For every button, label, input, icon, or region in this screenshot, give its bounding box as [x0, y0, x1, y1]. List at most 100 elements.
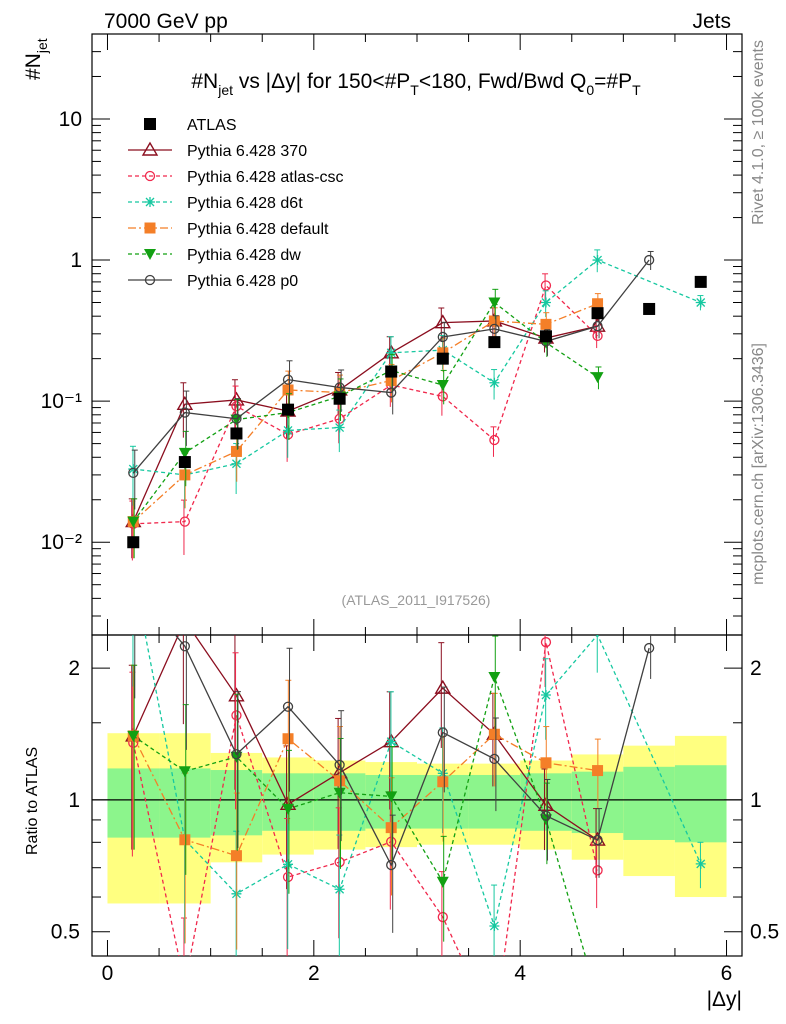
- side-labels: Rivet 4.1.0, ≥ 100k events mcplots.cern.…: [750, 40, 767, 585]
- x-tick-label: 6: [721, 962, 733, 985]
- ratio-series-point: [540, 637, 552, 648]
- series-Pythia 6.428 p0: [128, 250, 655, 510]
- mcplots-label: mcplots.cern.ch [arXiv:1306.3436]: [750, 343, 767, 585]
- legend-marker: [141, 141, 159, 156]
- data-point: [643, 302, 656, 315]
- ratio-tick-label-left: 1: [68, 789, 80, 812]
- axes: 0 2 4 6 10 1 10⁻¹ 10⁻² 2 2 1 1 0.5 0.5: [41, 33, 779, 985]
- header-energy-label: 7000 GeV pp: [104, 10, 228, 33]
- legend-marker: [144, 170, 156, 182]
- band-inner: [674, 765, 727, 843]
- ratio-series-point: [537, 796, 555, 811]
- ratio-series-point: [540, 757, 552, 769]
- legend-entry-atlas: ATLAS: [144, 117, 237, 134]
- ratio-tick-label-left: 0.5: [51, 921, 80, 944]
- ratio-series-point: [488, 728, 500, 740]
- ratio-series-point: [231, 710, 242, 721]
- header-category-label: Jets: [692, 10, 731, 33]
- x-tick-label: 4: [514, 962, 526, 985]
- ratio-series-point: [643, 642, 655, 654]
- ratio-plot-marks: [125, 635, 706, 956]
- y-tick-label: 1: [70, 249, 82, 272]
- ratio-series-Pythia 6.428 atlas-csc: [128, 635, 603, 956]
- series-point: [127, 516, 140, 528]
- ratio-series-line: [132, 642, 599, 956]
- ratio-series-Pythia 6.428 p0: [134, 635, 655, 933]
- ratio-series-point: [228, 687, 245, 702]
- legend-marker: [144, 118, 156, 130]
- ratio-series-point: [230, 850, 242, 862]
- ratio-series-point: [592, 765, 604, 777]
- ratio-series-point: [333, 787, 346, 799]
- series-point: [128, 467, 139, 479]
- ratio-series-point: [282, 701, 294, 712]
- data-point: [436, 352, 449, 365]
- legend-marker: [144, 274, 156, 286]
- legend-marker: [144, 249, 156, 260]
- series-point: [540, 318, 552, 330]
- series-point: [282, 374, 294, 385]
- series-point: [695, 297, 706, 308]
- ratio-series-point: [386, 859, 397, 871]
- series-point: [178, 447, 191, 459]
- data-point: [694, 275, 707, 288]
- legend: ATLAS Pythia 6.428 370 Pythia 6.428 atlas-…: [128, 117, 344, 290]
- data-point: [488, 336, 501, 349]
- x-tick-label: 0: [102, 962, 114, 985]
- ratio-y-axis-label: Ratio to ATLAS: [24, 747, 41, 855]
- series-point: [179, 516, 191, 527]
- data-point: [230, 427, 243, 440]
- ratio-series-point: [283, 859, 294, 870]
- legend-label: Pythia 6.428 d6t: [187, 195, 303, 212]
- data-point: [127, 536, 140, 549]
- ratio-series-Pythia 6.428 d6t: [132, 635, 706, 956]
- ratio-series-point: [334, 884, 345, 895]
- series-point: [386, 387, 397, 398]
- ratio-series-point: [179, 641, 191, 652]
- legend-label: ATLAS: [187, 117, 237, 134]
- series-line: [132, 320, 598, 522]
- ratio-series-point: [437, 776, 449, 788]
- ratio-series-point: [230, 751, 243, 763]
- ratio-series-point: [231, 749, 242, 760]
- ratio-series-line: [144, 635, 702, 929]
- series-point: [540, 280, 552, 291]
- series-point: [179, 469, 191, 481]
- series-point: [540, 297, 551, 308]
- series-point: [179, 407, 191, 418]
- data-point: [539, 330, 552, 343]
- series-point: [488, 297, 501, 309]
- legend-label: Pythia 6.428 p0: [187, 273, 298, 290]
- data-point: [282, 403, 295, 416]
- y-tick-label: 10⁻¹: [41, 390, 82, 413]
- series-point: [282, 384, 294, 396]
- legend-label: Pythia 6.428 default: [187, 221, 329, 238]
- series-point: [591, 372, 604, 384]
- ratio-tick-label-right: 2: [750, 657, 762, 680]
- series-point: [176, 395, 194, 410]
- series-point: [230, 445, 242, 457]
- analysis-watermark: (ATLAS_2011_I917526): [342, 592, 491, 608]
- series-point: [128, 464, 139, 475]
- ratio-series-point: [437, 727, 448, 738]
- data-point: [178, 456, 191, 469]
- series-point: [437, 331, 448, 343]
- rivet-version-label: Rivet 4.1.0, ≥ 100k events: [750, 40, 767, 225]
- series-point: [231, 401, 242, 412]
- series-point: [489, 377, 500, 388]
- ratio-series-point: [127, 730, 140, 742]
- series-point: [230, 414, 243, 426]
- series-line: [133, 259, 701, 476]
- ratio-series-point: [489, 753, 500, 765]
- legend-marker: [144, 222, 156, 234]
- x-axis-label: |Δy|: [707, 988, 742, 1011]
- ratio-series-line: [132, 635, 598, 841]
- series-point: [283, 425, 294, 436]
- ratio-tick-label-left: 2: [68, 657, 80, 680]
- series-point: [334, 422, 345, 433]
- ratio-series-point: [540, 689, 551, 700]
- legend-entry: Pythia 6.428 p0: [128, 273, 298, 290]
- series-point: [643, 254, 655, 266]
- series-ATLAS: [127, 275, 707, 549]
